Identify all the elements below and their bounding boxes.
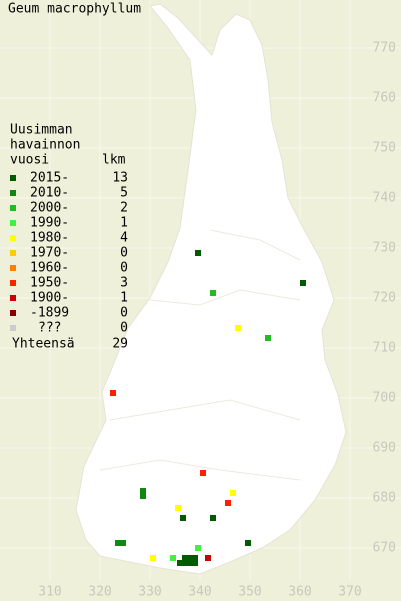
legend-header: Uusimman [10, 123, 73, 138]
legend-count: 13 [112, 171, 128, 186]
observation-square [187, 560, 193, 566]
legend-label: 1990- [30, 216, 69, 231]
observation-square [120, 540, 126, 546]
observation-square [195, 545, 201, 551]
x-tick-label: 360 [288, 585, 311, 600]
x-tick-label: 330 [138, 585, 161, 600]
legend-count: 0 [120, 246, 128, 261]
y-tick-label: 750 [373, 141, 396, 156]
legend-label: 1960- [30, 261, 69, 276]
legend-label: 2010- [30, 186, 69, 201]
legend-swatch [10, 250, 16, 256]
y-tick-label: 740 [373, 191, 396, 206]
observation-square [210, 290, 216, 296]
legend-label: 2000- [30, 201, 69, 216]
observation-square [140, 488, 146, 494]
legend-count-header: lkm [102, 153, 126, 168]
observation-square [225, 500, 231, 506]
lake-lines [99, 229, 301, 481]
y-tick-label: 670 [373, 541, 396, 556]
total-count: 29 [112, 337, 128, 352]
observation-square [182, 560, 188, 566]
observation-square [192, 555, 198, 561]
observation-square [300, 280, 306, 286]
legend-label: 1970- [30, 246, 69, 261]
observation-square [205, 555, 211, 561]
legend-count: 4 [120, 231, 128, 246]
observation-square [230, 490, 236, 496]
x-tick-label: 310 [38, 585, 61, 600]
y-tick-label: 760 [373, 91, 396, 106]
observation-square [150, 555, 156, 561]
x-tick-label: 340 [188, 585, 211, 600]
legend-swatch [10, 205, 16, 211]
observation-square [245, 540, 251, 546]
y-tick-label: 680 [373, 491, 396, 506]
observation-square [195, 250, 201, 256]
legend-swatch [10, 265, 16, 271]
legend-swatch [10, 295, 16, 301]
observation-square [110, 390, 116, 396]
observation-square [115, 540, 121, 546]
legend-count: 3 [120, 276, 128, 291]
x-tick-label: 320 [88, 585, 111, 600]
y-tick-label: 690 [373, 441, 396, 456]
observation-square [192, 560, 198, 566]
legend-swatch [10, 190, 16, 196]
legend-count: 5 [120, 186, 128, 201]
legend-swatch [10, 175, 16, 181]
legend-swatch [10, 235, 16, 241]
legend-count: 1 [120, 291, 128, 306]
finland-outline [75, 3, 347, 575]
x-tick-label: 370 [338, 585, 361, 600]
legend-count: 0 [120, 261, 128, 276]
legend-count: 1 [120, 216, 128, 231]
legend-label: ??? [38, 321, 61, 336]
legend-label: -1899 [30, 306, 69, 321]
observation-square [182, 555, 188, 561]
y-tick-label: 700 [373, 391, 396, 406]
legend-swatch [10, 325, 16, 331]
observation-square [200, 470, 206, 476]
legend-label: 1980- [30, 231, 69, 246]
legend-header: havainnon [10, 138, 80, 153]
x-tick-label: 350 [238, 585, 261, 600]
total-label: Yhteensä [12, 337, 75, 352]
legend-label: 1900- [30, 291, 69, 306]
legend-label: 2015- [30, 171, 69, 186]
legend-swatch [10, 280, 16, 286]
legend-header: vuosi [10, 153, 49, 168]
legend-count: 0 [120, 306, 128, 321]
observation-square [177, 560, 183, 566]
legend-label: 1950- [30, 276, 69, 291]
observation-square [187, 555, 193, 561]
y-tick-label: 720 [373, 291, 396, 306]
legend-swatch [10, 310, 16, 316]
y-tick-label: 730 [373, 241, 396, 256]
observation-square [210, 515, 216, 521]
markers [110, 250, 306, 566]
y-tick-label: 710 [373, 341, 396, 356]
map-title: Geum macrophyllum [8, 2, 141, 17]
observation-square [175, 505, 181, 511]
legend-count: 0 [120, 321, 128, 336]
observation-square [235, 325, 241, 331]
legend-count: 2 [120, 201, 128, 216]
observation-square [170, 555, 176, 561]
legend-swatch [10, 220, 16, 226]
observation-square [265, 335, 271, 341]
observation-square [180, 515, 186, 521]
observation-square [140, 493, 146, 499]
y-tick-label: 770 [373, 41, 396, 56]
